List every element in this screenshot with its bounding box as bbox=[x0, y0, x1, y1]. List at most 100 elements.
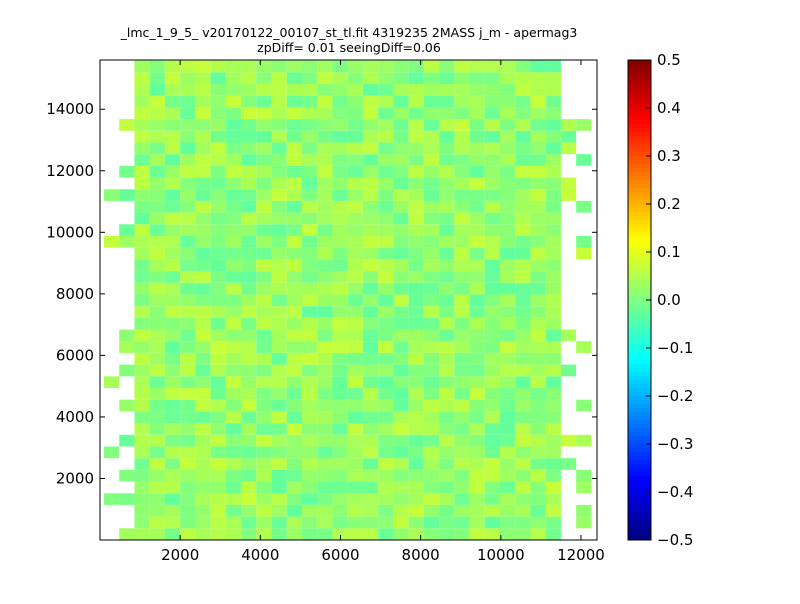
heatmap-cell bbox=[500, 458, 516, 470]
heatmap-cell bbox=[317, 446, 333, 459]
colorbar-segment bbox=[628, 504, 651, 509]
heatmap-cell bbox=[164, 504, 181, 517]
heatmap-cell bbox=[560, 329, 577, 342]
heatmap-cell bbox=[180, 259, 196, 272]
heatmap-cell bbox=[210, 411, 226, 424]
heatmap-cell bbox=[423, 434, 440, 447]
heatmap-cell bbox=[454, 388, 470, 400]
heatmap-cell bbox=[256, 60, 272, 73]
heatmap-cell bbox=[439, 60, 455, 73]
heatmap-cell bbox=[393, 411, 409, 424]
heatmap-cell bbox=[515, 446, 531, 459]
heatmap-cell bbox=[454, 516, 470, 529]
heatmap-cell bbox=[317, 458, 333, 470]
heatmap-cell bbox=[134, 119, 150, 131]
heatmap-cell bbox=[302, 60, 318, 73]
heatmap-cell bbox=[530, 107, 546, 120]
heatmap-cell bbox=[484, 247, 500, 260]
heatmap-cell bbox=[317, 165, 333, 178]
heatmap-cell bbox=[378, 84, 394, 96]
heatmap-cell bbox=[256, 224, 272, 236]
heatmap-cell bbox=[484, 458, 500, 470]
colorbar-segment bbox=[628, 384, 651, 389]
heatmap-cell bbox=[210, 142, 226, 155]
heatmap-cell bbox=[180, 481, 196, 494]
heatmap-cell bbox=[332, 434, 348, 447]
heatmap-cell bbox=[149, 399, 165, 412]
heatmap-cell bbox=[560, 434, 577, 447]
heatmap-cell bbox=[271, 411, 287, 424]
colorbar-segment bbox=[628, 436, 651, 441]
heatmap-cell bbox=[195, 271, 211, 283]
heatmap-cell bbox=[164, 236, 181, 248]
colorbar-segment bbox=[628, 280, 651, 285]
heatmap-cell bbox=[332, 282, 348, 295]
heatmap-cell bbox=[362, 95, 379, 108]
heatmap-cell bbox=[500, 294, 516, 307]
heatmap-cell bbox=[378, 399, 394, 412]
colorbar-segment bbox=[628, 480, 651, 485]
heatmap-cell bbox=[164, 154, 181, 166]
colorbar-tick-label: 0.1 bbox=[657, 243, 681, 261]
heatmap-cell bbox=[210, 84, 226, 96]
heatmap-cell bbox=[302, 317, 318, 330]
heatmap-cell bbox=[225, 177, 242, 190]
heatmap-cell bbox=[454, 399, 470, 412]
heatmap-cell bbox=[347, 481, 363, 494]
heatmap-cell bbox=[484, 388, 500, 400]
heatmap-cell bbox=[332, 294, 348, 307]
heatmap-cell bbox=[439, 142, 455, 155]
heatmap-cell bbox=[241, 236, 257, 248]
heatmap-cell bbox=[195, 60, 211, 73]
heatmap-cell bbox=[149, 224, 165, 236]
heatmap-cell bbox=[530, 294, 546, 307]
colorbar-segment bbox=[628, 216, 651, 221]
heatmap-cell bbox=[180, 142, 196, 155]
heatmap-cell bbox=[378, 481, 394, 494]
colorbar-segment bbox=[628, 300, 651, 305]
heatmap-cell bbox=[302, 528, 318, 540]
heatmap-cell bbox=[149, 294, 165, 307]
heatmap-cell bbox=[271, 84, 287, 96]
heatmap-cell bbox=[515, 95, 531, 108]
heatmap-cell bbox=[256, 154, 272, 166]
heatmap-cell bbox=[164, 119, 181, 131]
heatmap-cell bbox=[530, 399, 546, 412]
heatmap-cell bbox=[302, 341, 318, 353]
heatmap-cell bbox=[469, 399, 485, 412]
chart-title-line-1: _lmc_1_9_5_ v20170122_00107_st_tl.fit 43… bbox=[120, 25, 578, 40]
heatmap-cell bbox=[469, 271, 485, 283]
heatmap-cell bbox=[332, 224, 348, 236]
heatmap-cell bbox=[545, 411, 561, 424]
heatmap-cell bbox=[317, 516, 333, 529]
heatmap-cell bbox=[484, 341, 500, 353]
heatmap-cell bbox=[256, 72, 272, 84]
heatmap-cell bbox=[500, 411, 516, 424]
heatmap-cell bbox=[515, 376, 531, 388]
heatmap-cell bbox=[164, 317, 181, 330]
x-tick-label: 10000 bbox=[477, 546, 525, 564]
heatmap-cell bbox=[180, 282, 196, 295]
heatmap-cell bbox=[271, 271, 287, 283]
heatmap-cell bbox=[119, 236, 135, 248]
colorbar-segment bbox=[628, 380, 651, 385]
heatmap-cell bbox=[119, 189, 135, 201]
colorbar-segment bbox=[628, 192, 651, 197]
heatmap-cell bbox=[500, 306, 516, 318]
heatmap-cell bbox=[332, 388, 348, 400]
heatmap-cell bbox=[180, 247, 196, 260]
heatmap-cell bbox=[423, 282, 440, 295]
heatmap-cell bbox=[408, 177, 424, 190]
heatmap-cell bbox=[256, 423, 272, 435]
heatmap-cell bbox=[271, 154, 287, 166]
heatmap-cell bbox=[439, 95, 455, 108]
x-tick-label: 4000 bbox=[241, 546, 279, 564]
heatmap-cell bbox=[225, 306, 242, 318]
heatmap-cell bbox=[530, 411, 546, 424]
heatmap-cell bbox=[454, 200, 470, 213]
heatmap-cell bbox=[317, 329, 333, 342]
heatmap-cell bbox=[515, 458, 531, 470]
heatmap-cell bbox=[530, 469, 546, 482]
heatmap-cell bbox=[286, 271, 303, 283]
heatmap-cell bbox=[286, 60, 303, 73]
